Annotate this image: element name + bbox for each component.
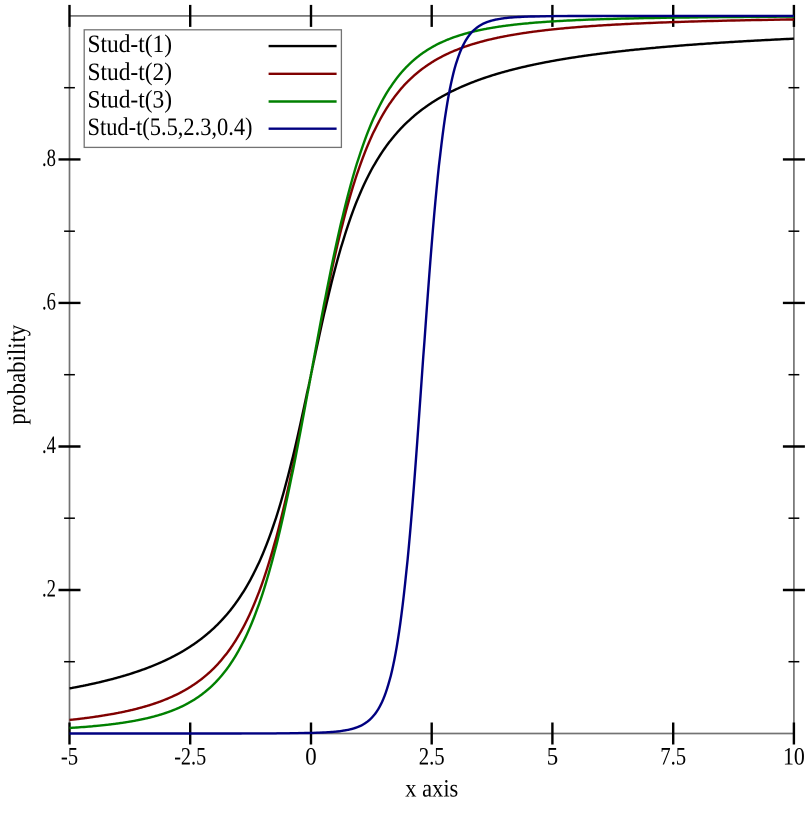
svg-text:7.5: 7.5 xyxy=(660,742,686,770)
svg-text:Stud-t(1): Stud-t(1) xyxy=(88,30,173,58)
svg-text:-2.5: -2.5 xyxy=(174,742,206,770)
svg-text:Stud-t(5.5,2.3,0.4): Stud-t(5.5,2.3,0.4) xyxy=(88,113,253,141)
svg-text:5: 5 xyxy=(547,742,558,770)
svg-text:Stud-t(2): Stud-t(2) xyxy=(88,58,173,86)
svg-text:.4: .4 xyxy=(42,431,56,459)
svg-text:.8: .8 xyxy=(42,144,56,172)
svg-text:2.5: 2.5 xyxy=(419,742,445,770)
svg-text:x axis: x axis xyxy=(405,775,458,803)
svg-text:probability: probability xyxy=(3,324,31,424)
svg-text:0: 0 xyxy=(305,742,316,770)
svg-text:.2: .2 xyxy=(42,575,56,603)
svg-text:.6: .6 xyxy=(42,288,56,316)
svg-text:Stud-t(3): Stud-t(3) xyxy=(88,86,173,114)
svg-text:-5: -5 xyxy=(61,742,78,770)
svg-text:10: 10 xyxy=(783,742,805,770)
